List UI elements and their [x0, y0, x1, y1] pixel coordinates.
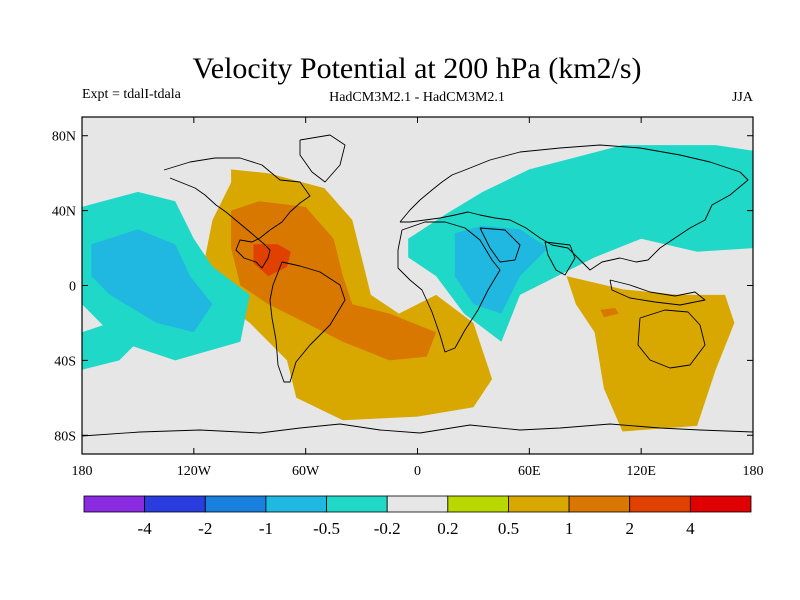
- chart-subtitle-right: JJA: [732, 90, 754, 105]
- colorbar-swatch: [386, 495, 449, 513]
- contour-regions: [82, 145, 753, 432]
- colorbar-label: -4: [138, 519, 153, 538]
- colorbar-swatch: [447, 495, 509, 513]
- x-tick-label: 180: [72, 464, 93, 479]
- colorbar-label: -0.5: [313, 519, 340, 538]
- coastline-antarctica: [82, 423, 753, 437]
- colorbar-label: -2: [198, 519, 212, 538]
- colorbar-label: 4: [686, 519, 695, 538]
- region-pacific-tail: [82, 322, 138, 370]
- y-axis: 80N 40N 0 40S 80S: [52, 130, 753, 444]
- colorbar-swatch: [629, 495, 691, 513]
- coastline-africa: [397, 221, 501, 353]
- chart-title: Velocity Potential at 200 hPa (km2/s): [192, 52, 641, 85]
- colorbar-label: 1: [565, 519, 574, 538]
- region-pacific-core: [91, 229, 213, 333]
- colorbar-swatch: [144, 495, 206, 513]
- y-tick-label: 40S: [54, 354, 76, 369]
- y-tick-label: 40N: [52, 205, 76, 220]
- coastline-indonesia: [609, 279, 706, 306]
- x-tick-label: 60E: [518, 464, 541, 479]
- coastline-greenland: [299, 134, 346, 183]
- colorbar-label: -1: [259, 519, 273, 538]
- y-tick-label: 0: [69, 280, 76, 295]
- region-indian-spot: [600, 308, 619, 318]
- colorbar-label: -0.2: [374, 519, 401, 538]
- x-tick-label: 120W: [177, 464, 212, 479]
- x-tick-label: 60W: [292, 464, 320, 479]
- x-tick-label: 120E: [626, 464, 656, 479]
- colorbar-swatch: [689, 495, 752, 513]
- region-arabian-core: [454, 225, 548, 314]
- coastline-arabia: [479, 227, 521, 263]
- colorbar-label: 0.5: [498, 519, 519, 538]
- colorbar-swatch: [568, 495, 631, 513]
- coastline-north-america: [163, 157, 311, 269]
- coastline-india: [544, 241, 576, 276]
- colorbar-swatch: [265, 495, 327, 513]
- chart-subtitle-center: HadCM3M2.1 - HadCM3M2.1: [329, 90, 505, 105]
- colorbar-label: 0.2: [437, 519, 458, 538]
- colorbar-swatch: [83, 495, 146, 513]
- colorbar: -4 -2 -1 -0.5 -0.2 0.2 0.5 1 2 4: [83, 495, 752, 538]
- colorbar-swatch: [326, 495, 388, 513]
- colorbar-label: 2: [625, 519, 634, 538]
- y-tick-label: 80N: [52, 130, 76, 145]
- x-axis: 180 120W 60W 0 60E 120E 180: [72, 117, 764, 479]
- y-tick-label: 80S: [54, 429, 76, 444]
- coastline-eurasia: [399, 144, 749, 271]
- coastline-australia: [637, 309, 706, 369]
- region-caribbean-max: [253, 244, 291, 277]
- chart-subtitle-left: Expt = tdalI-tdala: [82, 87, 182, 102]
- colorbar-swatch: [204, 495, 267, 513]
- colorbar-swatch: [508, 495, 570, 513]
- coastline-south-america: [269, 261, 346, 383]
- x-tick-label: 180: [743, 464, 764, 479]
- coastlines: [82, 134, 753, 437]
- x-tick-label: 0: [414, 464, 421, 479]
